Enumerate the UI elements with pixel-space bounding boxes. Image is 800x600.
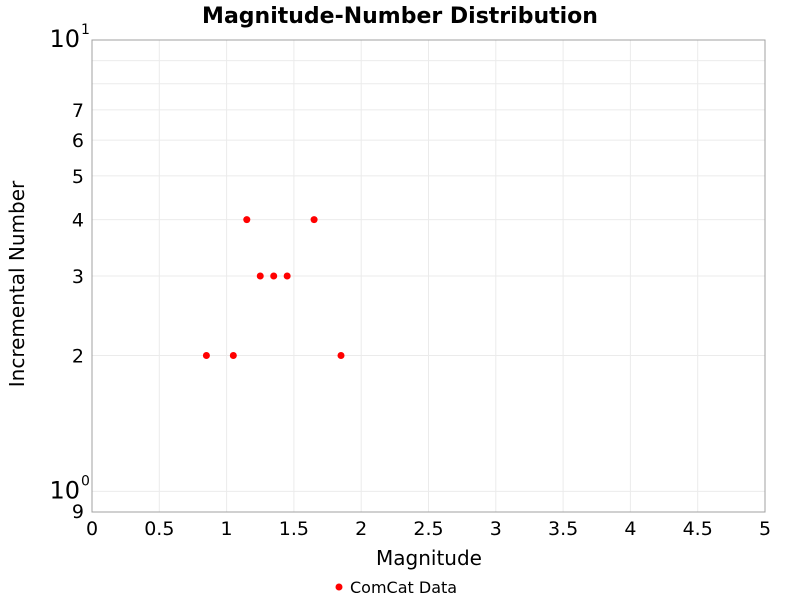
legend-marker [335,583,343,591]
y-tick-label: 10 [49,476,80,504]
y-tick-label: 6 [72,130,84,152]
grid [91,40,766,512]
data-point [337,351,345,359]
y-tick-label: 3 [72,266,84,288]
chart-title: Magnitude-Number Distribution [202,4,598,29]
x-tick-label: 0.5 [144,518,174,540]
data-point [283,272,291,280]
y-axis-label: Incremental Number [5,180,29,387]
x-tick-label: 2 [355,518,367,540]
x-tick-label: 4 [624,518,636,540]
y-tick-exponent: 1 [81,22,90,38]
x-tick-label: 5 [759,518,771,540]
legend-label: ComCat Data [350,578,457,597]
y-tick-exponent: 0 [81,473,90,489]
y-tick-label: 5 [72,166,84,188]
x-tick-label: 1 [221,518,233,540]
data-point [256,272,264,280]
x-tick-label: 3 [490,518,502,540]
data-point [310,216,318,224]
x-tick-label: 4.5 [683,518,713,540]
x-tick-label: 3.5 [548,518,578,540]
x-tick-label: 1.5 [279,518,309,540]
plot-frame [91,39,766,513]
x-axis-label: Magnitude [376,546,482,570]
y-tick-label: 7 [72,100,84,122]
data-point [243,216,251,224]
data-points [202,216,345,359]
y-tick-label: 2 [72,345,84,367]
data-point [202,351,210,359]
x-tick-label: 2.5 [413,518,443,540]
y-tick-label: 9 [72,501,84,523]
y-tick-label: 4 [72,210,84,232]
legend: ComCat Data [335,578,457,597]
x-tick-label: 0 [86,518,98,540]
data-point [270,272,278,280]
data-point [229,351,237,359]
x-axis-ticks: 0 0.5 1 1.5 2 2.5 3 3.5 4 4.5 5 [86,518,771,540]
y-tick-label: 10 [49,25,80,53]
